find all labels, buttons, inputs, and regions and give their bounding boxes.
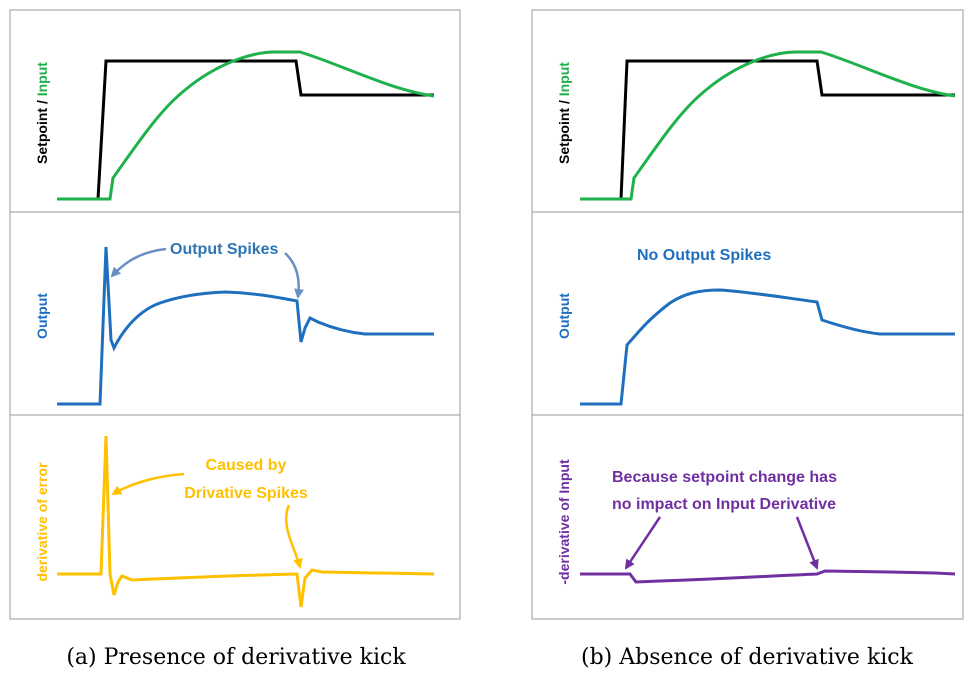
left-ylabel-bot: derivative of error <box>34 462 50 582</box>
left-arrow-spike-2 <box>284 252 305 299</box>
right-output-line <box>580 288 955 406</box>
left-panel-frame <box>9 9 461 620</box>
right-figure: Setpoint / Input Output No Output Spikes… <box>531 9 964 620</box>
right-arrow-left <box>624 516 662 570</box>
left-output-line <box>57 246 434 406</box>
right-panel-frame <box>531 9 964 620</box>
left-annotation-caused-by-1: Caused by <box>206 457 287 474</box>
right-annotation-no-spikes: No Output Spikes <box>637 247 771 264</box>
right-ylabel-top-input: Input <box>556 62 572 97</box>
left-ylabel-mid: Output <box>34 293 50 339</box>
left-ylabel-top-input: Input <box>34 62 50 97</box>
left-annotation-output-spikes: Output Spikes <box>170 241 279 258</box>
left-arrow-kick-2 <box>284 504 303 569</box>
right-ylabel-bot: -derivative of Input <box>556 459 572 585</box>
left-arrow-kick-1 <box>111 472 185 496</box>
left-figure: Setpoint / Input Output Output Spikes de… <box>9 9 461 620</box>
left-input-line <box>57 50 435 201</box>
left-ylabel-top-setpoint: Setpoint / <box>34 96 50 164</box>
left-arrow-spike-1 <box>110 247 167 278</box>
left-ylabel-top: Setpoint / Input <box>34 62 50 164</box>
right-annotation-because-1: Because setpoint change has <box>612 469 837 486</box>
left-derivative-error-line <box>57 435 435 608</box>
right-caption: (b) Absence of derivative kick <box>581 645 914 670</box>
right-input-line <box>580 50 956 201</box>
left-annotation-caused-by-2: Drivative Spikes <box>184 485 308 502</box>
right-annotation-because-2: no impact on Input Derivative <box>612 496 836 513</box>
right-ylabel-mid: Output <box>556 293 572 339</box>
right-derivative-input-line <box>580 569 956 584</box>
right-ylabel-top: Setpoint / Input <box>556 62 572 164</box>
right-ylabel-top-setpoint: Setpoint / <box>556 96 572 164</box>
left-caption: (a) Presence of derivative kick <box>66 645 406 670</box>
right-arrow-right <box>795 516 819 570</box>
